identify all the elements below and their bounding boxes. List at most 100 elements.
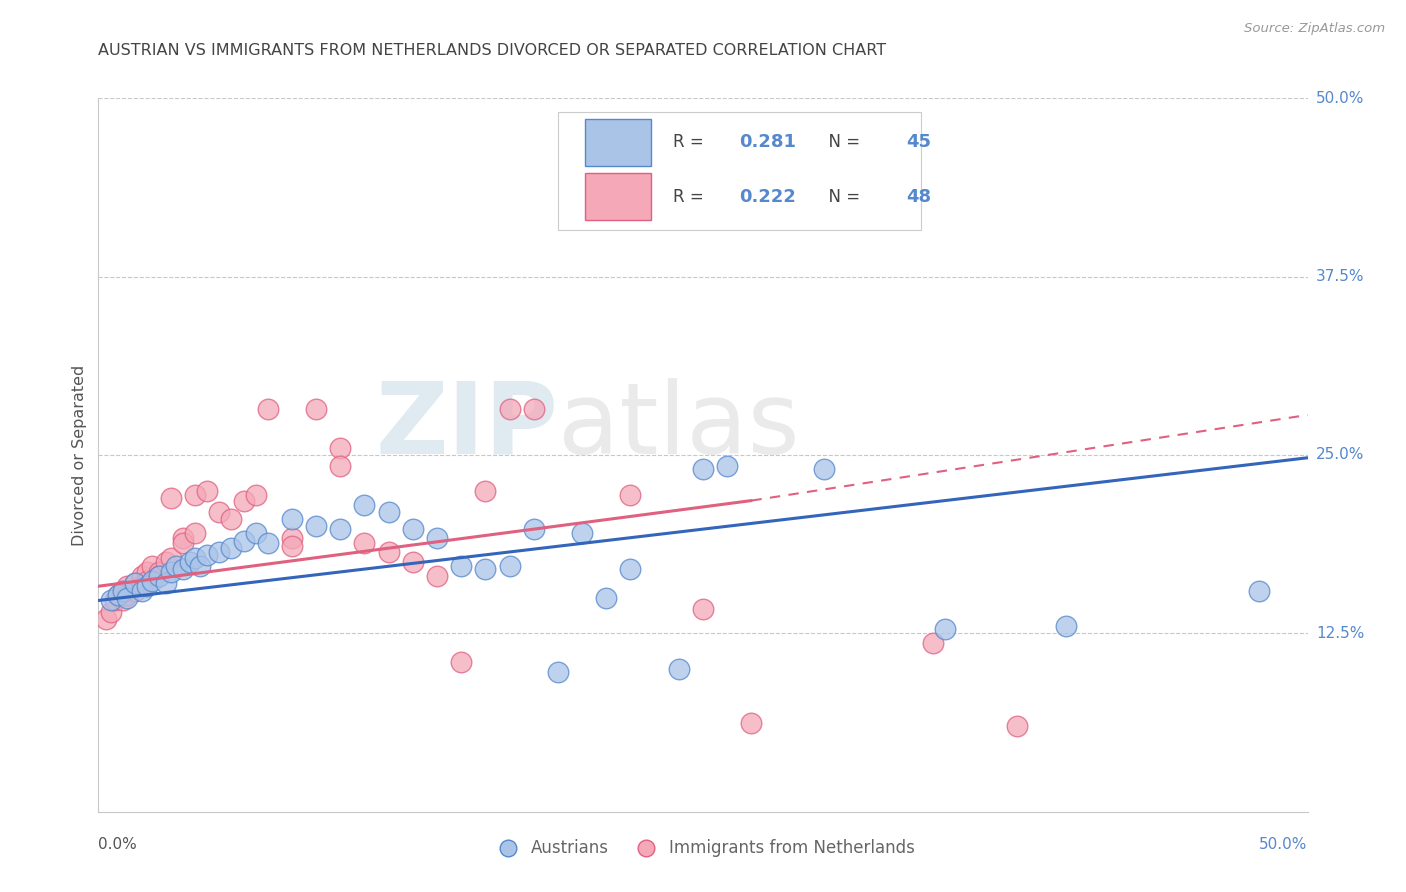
Point [117,588,139,602]
Text: R =: R = [672,187,709,205]
Point [1249,583,1271,598]
Point [148,565,170,579]
Point [740,155,762,169]
Point [172,536,194,550]
Point [221,541,243,555]
Point [402,522,425,536]
Point [523,402,546,417]
Point [498,402,520,417]
Point [498,559,520,574]
Point [135,579,157,593]
Point [131,569,153,583]
Point [1054,619,1077,633]
Text: R =: R = [672,134,709,152]
Point [100,605,122,619]
Point [256,536,278,550]
Point [740,716,762,731]
Point [595,591,617,605]
Point [104,593,127,607]
Text: 37.5%: 37.5% [1316,269,1364,284]
Bar [585,120,651,166]
Point [100,593,122,607]
Point [619,488,641,502]
Point [208,505,231,519]
Point [172,562,194,576]
Point [1007,719,1029,733]
Text: 50.0%: 50.0% [1316,91,1364,105]
Point [160,565,183,579]
Point [256,402,278,417]
Point [179,555,201,569]
Point [160,550,183,565]
Point [426,569,449,583]
Point [619,562,641,576]
Point [450,559,472,574]
Text: atlas: atlas [558,378,800,475]
Point [571,526,593,541]
Text: 45: 45 [905,134,931,152]
Point [165,559,187,574]
Point [281,539,304,553]
Point [668,662,690,676]
Point [281,512,304,526]
Point [195,483,218,498]
Point [141,559,163,574]
Point [160,491,183,505]
Point [131,583,153,598]
Point [523,522,546,536]
Point [111,593,134,607]
Point [813,462,835,476]
Text: 0.222: 0.222 [740,187,796,205]
Point [172,531,194,545]
Point [184,550,207,565]
Point [305,402,328,417]
Point [450,655,472,669]
Text: N =: N = [818,187,865,205]
Point [329,522,352,536]
Point [245,488,267,502]
Point [135,565,157,579]
Point [402,555,425,569]
Text: 0.281: 0.281 [740,134,796,152]
Point [692,462,714,476]
Point [111,583,134,598]
Text: 0.0%: 0.0% [98,837,138,852]
Point [148,569,170,583]
Point [184,488,207,502]
Point [111,583,134,598]
Point [232,533,254,548]
FancyBboxPatch shape [558,112,921,230]
Point [124,576,146,591]
Text: 48: 48 [905,187,931,205]
Point [135,574,157,588]
Text: 50.0%: 50.0% [1260,837,1308,852]
Point [716,459,738,474]
Legend: Austrians, Immigrants from Netherlands: Austrians, Immigrants from Netherlands [485,833,921,864]
Point [377,505,399,519]
Point [141,574,163,588]
Point [148,569,170,583]
Text: N =: N = [818,134,865,152]
Text: ZIP: ZIP [375,378,558,475]
Point [329,459,352,474]
Point [547,665,569,679]
Point [329,441,352,455]
Point [921,636,943,650]
Point [232,493,254,508]
Point [131,579,153,593]
Point [426,531,449,545]
Text: Source: ZipAtlas.com: Source: ZipAtlas.com [1244,22,1385,36]
Point [124,576,146,591]
Point [195,548,218,562]
Point [281,531,304,545]
Text: 12.5%: 12.5% [1316,626,1364,640]
Point [155,555,177,569]
Point [221,512,243,526]
Point [934,622,956,636]
Point [474,483,496,498]
Point [117,591,139,605]
Point [124,583,146,598]
Y-axis label: Divorced or Separated: Divorced or Separated [72,364,87,546]
Point [474,562,496,576]
Point [184,526,207,541]
